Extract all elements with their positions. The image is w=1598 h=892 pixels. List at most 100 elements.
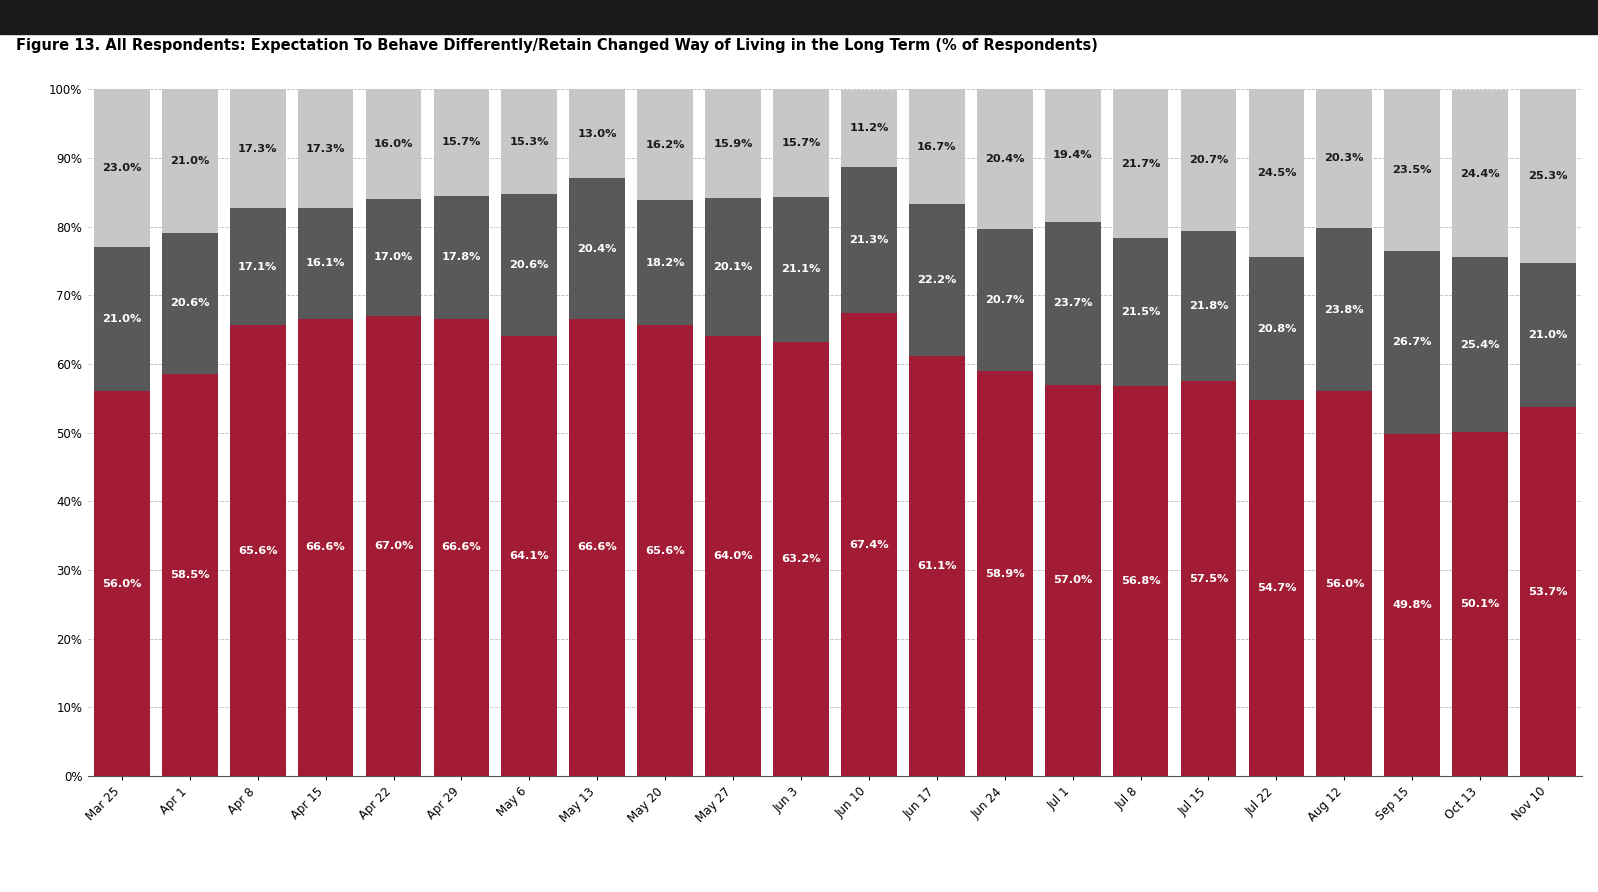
Text: 25.3%: 25.3% <box>1528 171 1568 181</box>
Text: 20.1%: 20.1% <box>713 262 753 272</box>
Bar <box>1453 432 1509 776</box>
Bar <box>976 229 1032 371</box>
Text: 58.5%: 58.5% <box>169 570 209 580</box>
Text: 64.0%: 64.0% <box>713 551 753 561</box>
Text: 21.1%: 21.1% <box>781 265 821 275</box>
Bar <box>569 318 625 776</box>
Bar <box>976 371 1032 776</box>
Text: 57.5%: 57.5% <box>1189 574 1229 583</box>
Bar <box>1045 222 1101 384</box>
Bar <box>230 326 286 776</box>
Bar <box>909 89 965 204</box>
Text: 24.4%: 24.4% <box>1461 169 1501 178</box>
Text: 23.7%: 23.7% <box>1053 298 1093 308</box>
Text: 17.3%: 17.3% <box>238 144 278 153</box>
Bar <box>433 196 489 318</box>
Bar <box>1384 89 1440 251</box>
Bar <box>773 89 829 197</box>
Text: 16.1%: 16.1% <box>305 259 345 268</box>
Bar <box>638 201 694 326</box>
Text: 58.9%: 58.9% <box>984 569 1024 579</box>
Bar <box>1317 392 1373 776</box>
Text: 50.1%: 50.1% <box>1461 599 1501 609</box>
Text: 56.0%: 56.0% <box>1325 579 1365 589</box>
Bar <box>841 167 896 313</box>
Text: 66.6%: 66.6% <box>305 542 345 552</box>
Bar <box>366 199 422 316</box>
Text: 49.8%: 49.8% <box>1392 600 1432 610</box>
Bar <box>1520 89 1576 263</box>
Text: 21.5%: 21.5% <box>1120 307 1160 317</box>
Text: 66.6%: 66.6% <box>441 542 481 552</box>
Bar <box>94 392 150 776</box>
Text: 64.1%: 64.1% <box>510 551 550 561</box>
Bar <box>297 89 353 208</box>
Text: 67.4%: 67.4% <box>849 540 888 549</box>
Bar <box>773 342 829 776</box>
Bar <box>297 208 353 318</box>
Bar <box>1453 90 1509 258</box>
Bar <box>638 326 694 776</box>
Bar <box>94 89 150 247</box>
Text: 11.2%: 11.2% <box>849 123 888 133</box>
Bar <box>1181 381 1237 776</box>
Text: 53.7%: 53.7% <box>1528 587 1568 597</box>
Text: 16.0%: 16.0% <box>374 139 414 149</box>
Bar <box>366 316 422 776</box>
Text: 24.5%: 24.5% <box>1256 169 1296 178</box>
Text: 16.7%: 16.7% <box>917 142 957 152</box>
Text: 20.4%: 20.4% <box>984 154 1024 164</box>
Bar <box>1112 386 1168 776</box>
Bar <box>366 89 422 199</box>
Text: 20.4%: 20.4% <box>577 244 617 253</box>
Bar <box>909 357 965 776</box>
Bar <box>1045 384 1101 776</box>
Text: 20.6%: 20.6% <box>169 299 209 309</box>
Text: 17.1%: 17.1% <box>238 261 278 272</box>
Text: 21.3%: 21.3% <box>849 235 888 245</box>
Bar <box>297 318 353 776</box>
Bar <box>1181 89 1237 231</box>
Text: 20.3%: 20.3% <box>1325 153 1365 163</box>
Bar <box>976 89 1032 229</box>
Bar <box>569 89 625 178</box>
Text: 21.0%: 21.0% <box>169 155 209 166</box>
Text: 54.7%: 54.7% <box>1256 583 1296 593</box>
Bar <box>502 335 558 776</box>
Bar <box>1520 263 1576 408</box>
Text: 23.5%: 23.5% <box>1392 165 1432 175</box>
Text: 17.3%: 17.3% <box>305 144 345 153</box>
Bar <box>1453 258 1509 432</box>
Text: 16.2%: 16.2% <box>646 140 686 150</box>
Bar <box>230 89 286 208</box>
Bar <box>569 178 625 318</box>
Bar <box>1520 408 1576 776</box>
Text: 65.6%: 65.6% <box>238 546 278 556</box>
Text: 26.7%: 26.7% <box>1392 337 1432 347</box>
Bar <box>502 89 558 194</box>
Bar <box>638 89 694 201</box>
Text: 21.8%: 21.8% <box>1189 301 1229 311</box>
Bar <box>1384 434 1440 776</box>
Text: 20.7%: 20.7% <box>1189 155 1229 165</box>
Bar <box>1112 238 1168 386</box>
Bar <box>841 313 896 776</box>
Text: 23.0%: 23.0% <box>102 163 142 173</box>
Bar <box>230 208 286 326</box>
Bar <box>773 197 829 342</box>
Text: 21.0%: 21.0% <box>102 314 142 325</box>
Text: 66.6%: 66.6% <box>577 542 617 552</box>
Text: 23.8%: 23.8% <box>1325 305 1365 315</box>
Text: 15.7%: 15.7% <box>781 138 821 148</box>
Text: 56.0%: 56.0% <box>102 579 142 589</box>
Text: 17.0%: 17.0% <box>374 252 414 262</box>
Text: 18.2%: 18.2% <box>646 258 686 268</box>
Text: 63.2%: 63.2% <box>781 554 821 564</box>
Bar <box>705 198 761 336</box>
Text: 25.4%: 25.4% <box>1461 340 1501 350</box>
Text: Figure 13. All Respondents: Expectation To Behave Differently/Retain Changed Way: Figure 13. All Respondents: Expectation … <box>16 38 1098 54</box>
Text: 15.3%: 15.3% <box>510 136 550 147</box>
Text: 56.8%: 56.8% <box>1120 576 1160 586</box>
Bar <box>909 204 965 357</box>
Bar <box>841 90 896 167</box>
